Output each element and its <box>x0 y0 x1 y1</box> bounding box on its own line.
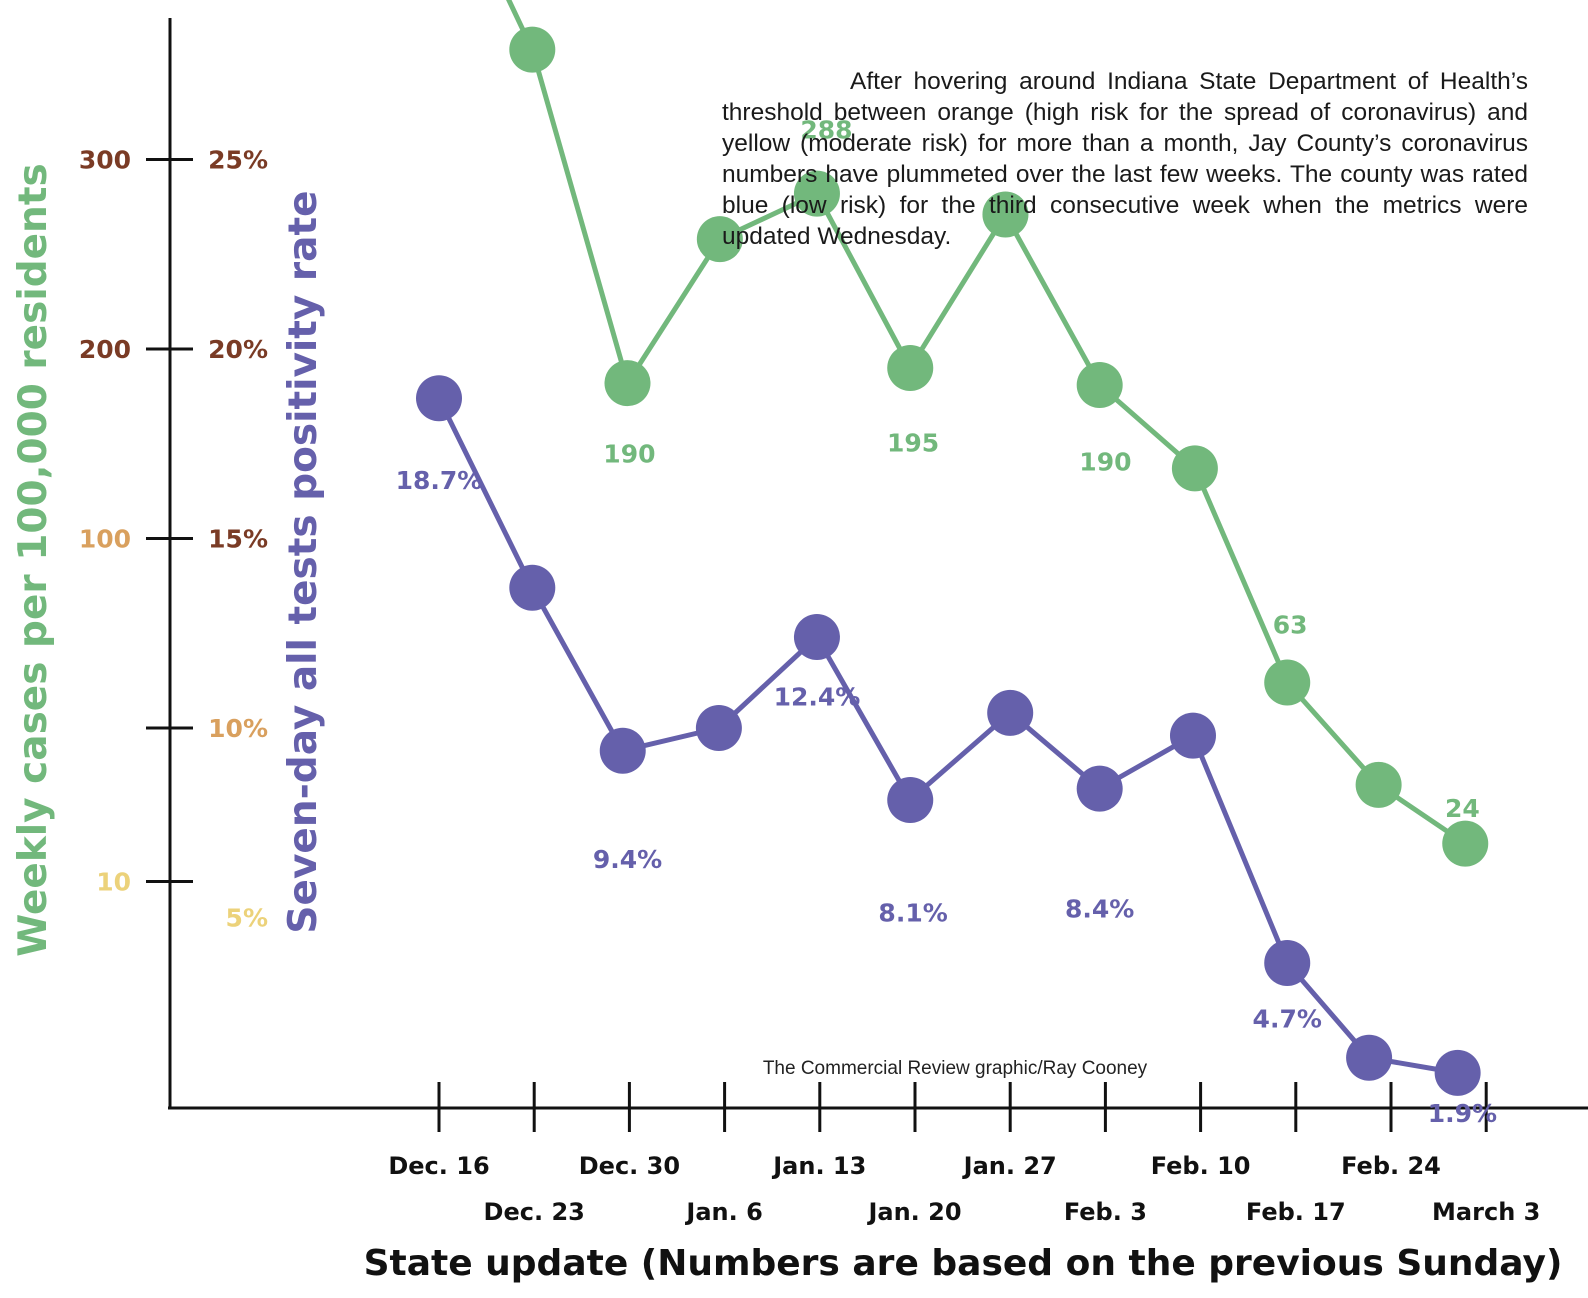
positivity-data-label: 12.4% <box>774 682 861 711</box>
cases-data-point <box>1076 362 1123 409</box>
cases-data-point <box>1442 820 1489 867</box>
cases-data-label: 24 <box>1445 794 1480 823</box>
cases-data-label: 366 <box>520 0 572 1</box>
y-tick-label-positivity: 5% <box>226 904 268 933</box>
cases-data-point <box>1355 761 1402 808</box>
x-tick-label: Dec. 16 <box>388 1152 489 1180</box>
y-axis-title-cases: Weekly cases per 100,000 residents <box>11 163 56 956</box>
cases-data-point <box>887 344 934 391</box>
y-tick-label-cases: 200 <box>79 335 131 364</box>
cases-data-label: 195 <box>887 428 939 457</box>
cases-data-point <box>982 191 1029 238</box>
positivity-data-point <box>599 727 646 774</box>
positivity-data-point <box>887 777 934 824</box>
positivity-data-point <box>416 375 462 422</box>
cases-data-point <box>604 360 651 407</box>
y-tick-label-positivity: 25% <box>208 146 268 175</box>
x-tick-label: Feb. 10 <box>1151 1152 1251 1180</box>
x-tick-label: March 3 <box>1432 1198 1540 1226</box>
x-tick-label: Jan. 13 <box>771 1152 866 1180</box>
x-tick-label: Jan. 20 <box>866 1198 961 1226</box>
cases-data-point <box>1171 445 1218 492</box>
credit-text: The Commercial Review graphic/Ray Cooney <box>763 1058 1148 1079</box>
positivity-data-point <box>1434 1049 1481 1096</box>
positivity-data-label: 18.7% <box>396 466 483 495</box>
axes: 4003002001001025%20%15%10%5%Dec. 16Dec. … <box>79 18 1588 1226</box>
cases-data-point <box>696 216 743 263</box>
x-tick-label: Dec. 23 <box>484 1198 585 1226</box>
positivity-data-label: 8.4% <box>1065 895 1134 924</box>
data-labels: 366 190 288 195 190 63 24 18.7% 9.4% 12.4% 8.1% 8.4… <box>396 0 1497 1128</box>
positivity-data-point <box>1346 1034 1393 1081</box>
y-tick-label-cases: 300 <box>79 146 131 175</box>
positivity-data-point <box>1264 939 1311 986</box>
positivity-data-point <box>987 689 1034 736</box>
x-axis-title: State update (Numbers are based on the p… <box>364 1243 1563 1284</box>
positivity-data-point <box>695 705 742 751</box>
positivity-data-point <box>1169 712 1216 759</box>
cases-data-label: 288 <box>800 116 852 145</box>
positivity-data-label: 4.7% <box>1253 1004 1322 1033</box>
positivity-data-point <box>793 614 840 661</box>
y-tick-label-positivity: 20% <box>208 335 268 364</box>
y-tick-label-positivity: 10% <box>208 714 268 743</box>
positivity-data-label: 9.4% <box>593 845 662 874</box>
y-tick-label-positivity: 15% <box>208 525 268 554</box>
x-tick-label: Jan. 27 <box>962 1152 1057 1180</box>
annotation-text: After hovering around Indiana State Depa… <box>722 68 1528 250</box>
cases-data-label: 190 <box>603 440 655 469</box>
positivity-data-point <box>1076 765 1123 812</box>
positivity-data-label: 1.9% <box>1428 1099 1497 1128</box>
positivity-data-point <box>509 564 556 611</box>
cases-data-label: 190 <box>1079 447 1131 476</box>
cases-data-label: 63 <box>1273 610 1308 639</box>
y-tick-label-cases: 10 <box>96 867 131 896</box>
x-tick-label: Feb. 3 <box>1064 1198 1147 1226</box>
y-axis-title-positivity: Seven-day all tests positivity rate <box>281 190 326 933</box>
cases-data-point <box>509 26 556 73</box>
x-tick-label: Jan. 6 <box>684 1198 762 1226</box>
x-tick-label: Feb. 24 <box>1341 1152 1441 1180</box>
series-layer <box>416 0 1489 1096</box>
positivity-data-label: 8.1% <box>878 898 947 927</box>
cases-data-point <box>793 170 840 217</box>
y-tick-label-cases: 100 <box>79 525 131 554</box>
x-tick-label: Feb. 17 <box>1246 1198 1346 1226</box>
cases-data-point <box>1264 659 1311 706</box>
x-tick-label: Dec. 30 <box>579 1152 680 1180</box>
